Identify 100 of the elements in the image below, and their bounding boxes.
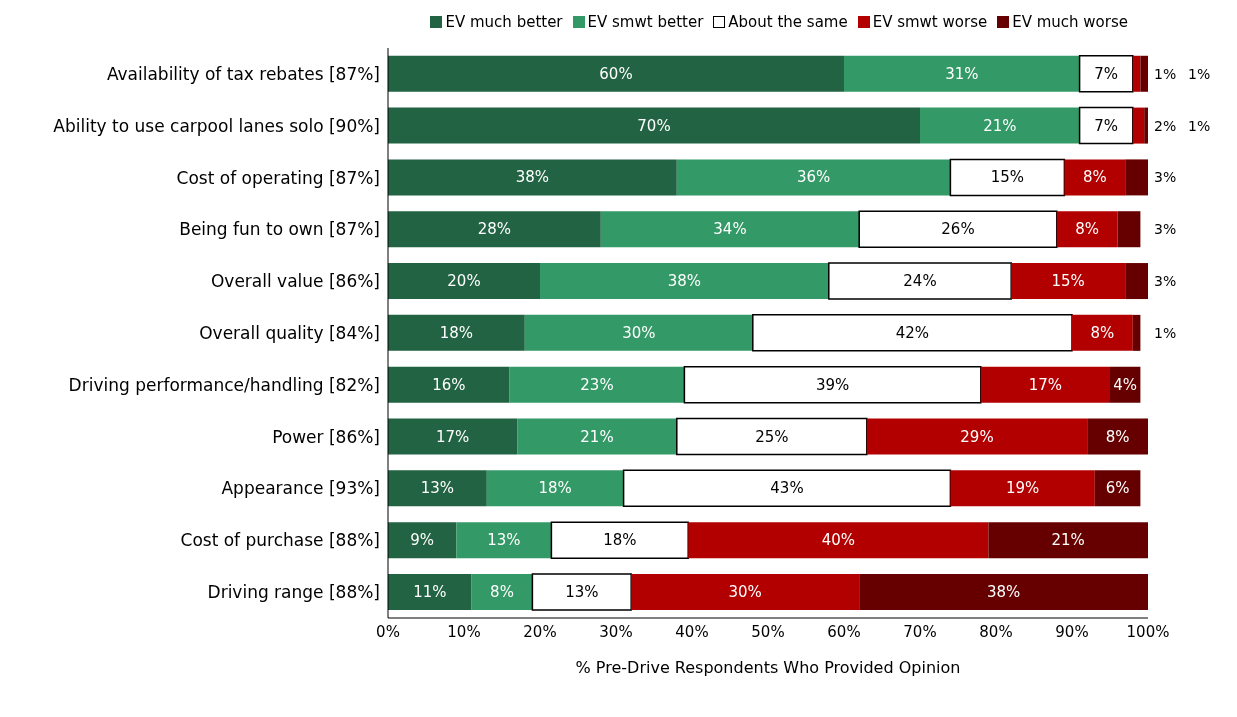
data-label: 40% — [821, 531, 855, 550]
bar — [1132, 107, 1145, 144]
data-label: 15% — [990, 168, 1025, 187]
bar — [1078, 106, 1134, 145]
data-label: 30% — [622, 323, 656, 342]
y-tick-label: Cost of purchase [88%] — [180, 530, 380, 551]
data-label: 1% — [1188, 65, 1211, 82]
bar — [486, 470, 624, 507]
bar — [844, 55, 1080, 92]
data-label: 4% — [1113, 375, 1138, 394]
legend-label: EV smwt better — [587, 13, 704, 31]
data-label: 1% — [1154, 65, 1177, 82]
data-label: 26% — [941, 220, 975, 239]
y-tick-label: Overall quality [84%] — [199, 323, 380, 344]
data-label: 3% — [1154, 169, 1177, 186]
bar — [1125, 263, 1148, 300]
bar — [1117, 211, 1141, 248]
x-tick-label: 50% — [751, 622, 785, 641]
data-label: 13% — [565, 582, 599, 601]
data-label: 11% — [413, 582, 447, 601]
x-tick-label: 80% — [979, 622, 1013, 641]
bar — [752, 314, 1073, 352]
bar — [920, 107, 1080, 144]
legend-label: EV much better — [445, 13, 563, 31]
bar — [388, 107, 920, 144]
bar — [1087, 418, 1148, 455]
bar — [388, 55, 844, 92]
y-tick-label: Being fun to own [87%] — [179, 219, 380, 240]
x-tick-label: 70% — [903, 622, 937, 641]
data-label: 20% — [447, 272, 481, 291]
data-label: 8% — [1075, 220, 1100, 239]
data-label: 60% — [599, 64, 633, 83]
y-tick-label: Power [86%] — [272, 426, 380, 447]
y-tick-label: Driving performance/handling [82%] — [68, 374, 380, 395]
bar — [540, 263, 829, 300]
bar — [1064, 159, 1126, 196]
bar — [622, 469, 952, 508]
bar — [456, 522, 552, 559]
bar — [550, 521, 689, 559]
data-label: 8% — [1105, 427, 1130, 446]
data-label: 7% — [1094, 116, 1119, 135]
data-label: 24% — [903, 272, 937, 291]
y-tick-label: Appearance [93%] — [221, 478, 380, 499]
data-label: 38% — [986, 582, 1021, 601]
data-label: 34% — [713, 220, 747, 239]
data-label: 36% — [796, 168, 831, 187]
bar — [683, 365, 982, 404]
bar — [517, 418, 677, 455]
bar — [388, 470, 487, 507]
bar — [858, 210, 1058, 248]
data-label: 42% — [895, 323, 930, 342]
data-label: 17% — [435, 427, 470, 446]
bar — [980, 366, 1110, 403]
data-label: 23% — [580, 375, 614, 394]
x-axis-title: % Pre-Drive Respondents Who Provided Opinion — [575, 658, 961, 677]
data-label: 8% — [1090, 323, 1115, 342]
data-label: 21% — [580, 427, 614, 446]
bar — [950, 470, 1095, 507]
data-label: 13% — [420, 479, 455, 498]
bar — [866, 418, 1088, 455]
bar — [600, 211, 860, 248]
data-label: 7% — [1094, 64, 1119, 83]
x-tick-label: 100% — [1126, 622, 1170, 641]
data-label: 38% — [667, 272, 702, 291]
legend-label: About the same — [728, 13, 848, 31]
data-label: 3% — [1154, 221, 1177, 238]
data-label: 1% — [1154, 324, 1177, 341]
bar — [388, 314, 525, 351]
bar — [388, 211, 601, 248]
bar — [676, 417, 868, 456]
bar — [388, 418, 518, 455]
bar — [388, 263, 540, 300]
bar — [1144, 107, 1148, 144]
data-label: 1% — [1188, 117, 1211, 134]
data-label: 30% — [728, 582, 762, 601]
y-tick-label: Cost of operating [87%] — [176, 167, 380, 188]
data-label: 28% — [477, 220, 512, 239]
bar — [524, 314, 753, 351]
data-label: 21% — [983, 116, 1017, 135]
data-label: 8% — [1082, 168, 1107, 187]
data-label: 13% — [487, 531, 521, 550]
data-label: 18% — [439, 323, 474, 342]
x-tick-label: 40% — [675, 622, 709, 641]
bar — [859, 573, 1148, 610]
bar — [388, 573, 472, 610]
data-label: 3% — [1154, 273, 1177, 290]
x-tick-label: 10% — [447, 622, 481, 641]
x-tick-label: 0% — [376, 622, 400, 641]
data-label: 2% — [1154, 117, 1177, 134]
data-label: 6% — [1105, 479, 1130, 498]
x-tick-label: 30% — [599, 622, 633, 641]
data-label: 19% — [1005, 479, 1040, 498]
bar — [1056, 211, 1118, 248]
legend-label: EV smwt worse — [872, 13, 988, 31]
y-tick-label: Availability of tax rebates [87%] — [106, 63, 380, 84]
y-tick-label: Driving range [88%] — [207, 582, 380, 603]
bar — [688, 522, 989, 559]
bar — [471, 573, 533, 610]
x-tick-label: 90% — [1055, 622, 1089, 641]
x-tick-label: 20% — [523, 622, 557, 641]
